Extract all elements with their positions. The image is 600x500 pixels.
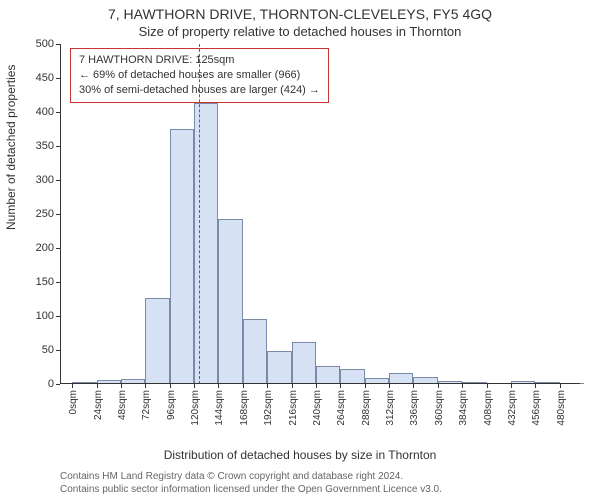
x-tick-label: 240sqm: [312, 390, 323, 426]
x-tick-mark: [243, 384, 244, 388]
x-tick-mark: [438, 384, 439, 388]
x-tick-label: 72sqm: [141, 390, 152, 420]
x-tick-label: 384sqm: [458, 390, 469, 426]
y-tick-label: 250: [36, 208, 54, 220]
x-tick-mark: [487, 384, 488, 388]
y-tick-label: 100: [36, 310, 54, 322]
y-tick-label: 500: [36, 38, 54, 50]
y-tick-mark: [56, 384, 60, 385]
x-tick-label: 120sqm: [190, 390, 201, 426]
y-tick-label: 400: [36, 106, 54, 118]
x-tick-label: 312sqm: [385, 390, 396, 426]
x-tick-label: 24sqm: [93, 390, 104, 420]
y-tick-label: 300: [36, 174, 54, 186]
x-tick-label: 0sqm: [68, 390, 79, 414]
x-tick-label: 360sqm: [434, 390, 445, 426]
histogram-bar: [145, 298, 169, 384]
x-tick-label: 168sqm: [239, 390, 250, 426]
x-tick-mark: [170, 384, 171, 388]
x-tick-mark: [413, 384, 414, 388]
x-tick-label: 456sqm: [531, 390, 542, 426]
info-line-1: 7 HAWTHORN DRIVE: 125sqm: [79, 53, 320, 68]
x-tick-label: 192sqm: [263, 390, 274, 426]
x-tick-mark: [72, 384, 73, 388]
x-tick-mark: [194, 384, 195, 388]
y-axis-label: Number of detached properties: [4, 65, 18, 230]
x-tick-label: 48sqm: [117, 390, 128, 420]
x-tick-label: 288sqm: [361, 390, 372, 426]
histogram-bar: [267, 351, 291, 384]
x-tick-mark: [560, 384, 561, 388]
x-axis-line: [60, 383, 580, 384]
x-tick-mark: [218, 384, 219, 388]
y-tick-label: 50: [42, 344, 54, 356]
x-tick-mark: [292, 384, 293, 388]
x-tick-label: 264sqm: [336, 390, 347, 426]
x-tick-mark: [267, 384, 268, 388]
x-tick-mark: [511, 384, 512, 388]
x-tick-mark: [535, 384, 536, 388]
x-tick-mark: [389, 384, 390, 388]
x-tick-mark: [97, 384, 98, 388]
histogram-bar: [170, 129, 194, 384]
y-axis-line: [60, 44, 61, 384]
footer-line-1: Contains HM Land Registry data © Crown c…: [60, 471, 403, 482]
chart-container: 7, HAWTHORN DRIVE, THORNTON-CLEVELEYS, F…: [0, 0, 600, 500]
y-tick-label: 0: [48, 378, 54, 390]
x-tick-mark: [340, 384, 341, 388]
x-tick-label: 408sqm: [483, 390, 494, 426]
chart-title-main: 7, HAWTHORN DRIVE, THORNTON-CLEVELEYS, F…: [0, 6, 600, 22]
info-box: 7 HAWTHORN DRIVE: 125sqm ← 69% of detach…: [70, 48, 329, 103]
x-tick-mark: [365, 384, 366, 388]
y-tick-label: 150: [36, 276, 54, 288]
x-tick-label: 432sqm: [507, 390, 518, 426]
x-tick-mark: [145, 384, 146, 388]
info-line-3: 30% of semi-detached houses are larger (…: [79, 83, 320, 98]
x-tick-mark: [316, 384, 317, 388]
histogram-bar: [218, 219, 242, 384]
histogram-bar: [340, 369, 364, 384]
histogram-bar: [194, 103, 218, 384]
x-tick-label: 144sqm: [214, 390, 225, 426]
histogram-bar: [292, 342, 316, 384]
x-tick-mark: [121, 384, 122, 388]
y-tick-label: 200: [36, 242, 54, 254]
x-tick-label: 336sqm: [409, 390, 420, 426]
chart-title-sub: Size of property relative to detached ho…: [0, 24, 600, 39]
x-axis-label: Distribution of detached houses by size …: [0, 448, 600, 462]
footer-line-2: Contains public sector information licen…: [60, 484, 442, 495]
x-tick-label: 480sqm: [556, 390, 567, 426]
histogram-bar: [316, 366, 340, 384]
x-tick-label: 216sqm: [288, 390, 299, 426]
histogram-bar: [243, 319, 267, 384]
x-tick-mark: [462, 384, 463, 388]
info-line-2: ← 69% of detached houses are smaller (96…: [79, 68, 320, 83]
y-tick-label: 450: [36, 72, 54, 84]
y-tick-label: 350: [36, 140, 54, 152]
x-tick-label: 96sqm: [166, 390, 177, 420]
